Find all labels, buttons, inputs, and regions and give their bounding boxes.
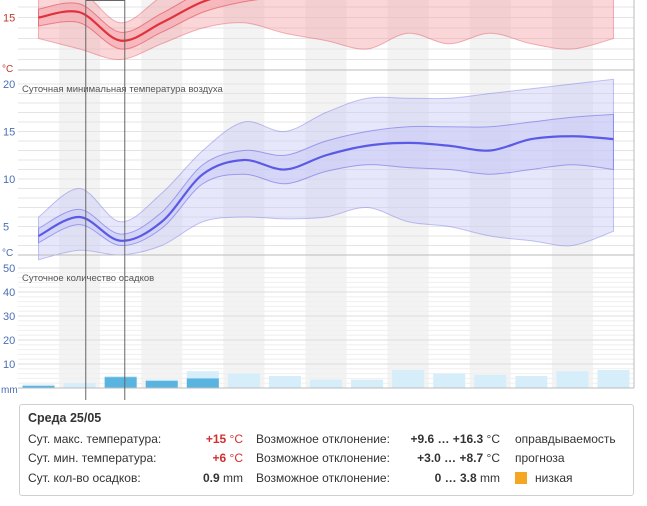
reliability-swatch (515, 471, 527, 484)
precip-bar-background (597, 370, 630, 388)
reliability-label-1: оправдываемость (515, 432, 616, 446)
y-unit-label: mm (1, 385, 18, 396)
min-temp-line (38, 135, 614, 242)
precip-bar (104, 377, 137, 388)
max-temp-inner-band (38, 0, 259, 50)
precip-bar-background (515, 376, 548, 388)
min-temp-row: Сут. мин. температура: +6 °C Возможное о… (20, 449, 633, 467)
y-tick-label: 30 (3, 311, 15, 323)
min-temp-range: +3.0 … +8.7 °C (417, 451, 500, 465)
precip-label: Сут. кол-во осадков: (28, 471, 141, 485)
reliability-label-2: прогноза (515, 451, 565, 465)
y-tick-label: 15 (3, 13, 15, 25)
selected-date: Среда 25/05 (28, 411, 102, 425)
precip-range: 0 … 3.8 mm (434, 471, 500, 485)
precip-bar-background (268, 376, 301, 388)
y-tick-label: 10 (3, 174, 15, 186)
max-temp-range: +9.6 … +16.3 °C (410, 432, 500, 446)
day-stripe (305, 0, 347, 388)
day-stripe (387, 0, 429, 388)
precip-bar (145, 380, 178, 388)
y-tick-label: 40 (3, 287, 15, 299)
y-tick-label: 20 (3, 335, 15, 347)
y-tick-label: 5 (3, 222, 9, 234)
precip-bar-background (63, 383, 96, 388)
precip-bar (22, 385, 55, 388)
precip-bar-background (556, 371, 589, 388)
y-unit-label: °C (2, 248, 13, 259)
day-stripe (59, 0, 101, 388)
precip-row: Сут. кол-во осадков: 0.9 mm Возможное от… (20, 469, 633, 487)
day-stripe (551, 0, 593, 388)
max-temp-value: +15 °C (205, 432, 243, 446)
day-stripe (141, 0, 183, 388)
day-stripe (469, 0, 511, 388)
min-temp-deviation-label: Возможное отклонение: (256, 451, 390, 465)
max-temp-label: Сут. макс. температура: (28, 432, 162, 446)
precip-bar (186, 378, 219, 388)
y-unit-label: °C (2, 64, 13, 75)
max-temp-deviation-label: Возможное отклонение: (256, 432, 390, 446)
panel-title: Суточное количество осадков (22, 273, 154, 284)
reliability-level: низкая (515, 469, 573, 487)
y-tick-label: 20 (3, 79, 15, 91)
precip-bar-background (309, 379, 343, 388)
precip-bar-background (392, 370, 425, 388)
min-temp-label: Сут. мин. температура: (28, 451, 157, 465)
day-details-panel: Среда 25/05 Сут. макс. температура: +15 … (19, 404, 634, 496)
precip-value: 0.9 mm (202, 471, 243, 485)
max-temp-row: Сут. макс. температура: +15 °C Возможное… (20, 430, 633, 448)
forecast-chart: 15 °C 5 10 15 20 °C Суточная минимальная темпер… (1, 0, 635, 400)
precip-bar-background (474, 374, 507, 388)
precip-bar-background (227, 373, 260, 388)
min-temp-inner-band (38, 113, 614, 247)
max-temp-line (38, 0, 212, 42)
day-stripe (223, 0, 265, 388)
panel-title: Суточная минимальная температура воздуха (22, 84, 224, 95)
y-tick-label: 15 (3, 127, 15, 139)
selected-day-highlight (85, 0, 126, 400)
min-temp-value: +6 °C (212, 451, 244, 465)
y-tick-label: 50 (3, 263, 15, 275)
precip-deviation-label: Возможное отклонение: (256, 471, 390, 485)
y-tick-label: 10 (3, 359, 15, 371)
precip-bar-background (351, 379, 384, 388)
precip-bar-background (433, 373, 466, 388)
